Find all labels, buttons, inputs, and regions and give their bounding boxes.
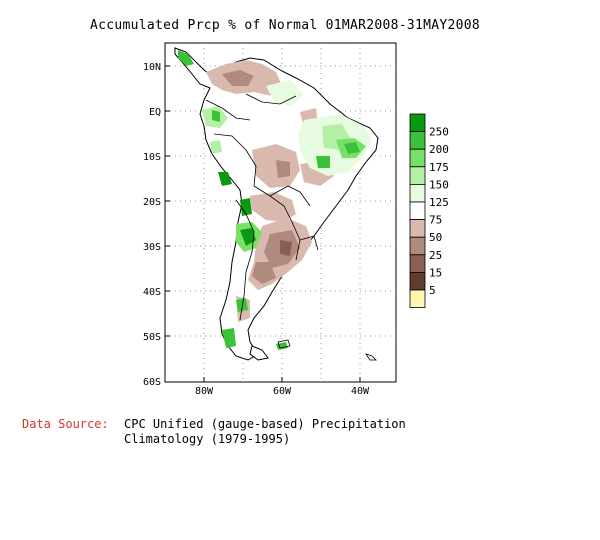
data-source-line-2: Climatology (1979-1995) xyxy=(124,432,291,446)
lat-label-10s: 10S xyxy=(143,152,161,163)
map-title: Accumulated Prcp % of Normal 01MAR2008-3… xyxy=(89,18,481,33)
lon-label-60w: 60W xyxy=(273,386,292,397)
country-borders xyxy=(205,93,319,321)
lat-label-eq: EQ xyxy=(149,107,161,118)
legend-swatch-6 xyxy=(409,219,426,238)
color-legend xyxy=(409,113,426,309)
legend-swatch-5 xyxy=(409,201,426,221)
data-source-line-1: CPC Unified (gauge-based) Precipitation xyxy=(124,417,406,431)
data-source-label: Data Source: xyxy=(22,417,109,431)
legend-label-200: 200 xyxy=(429,143,449,156)
data-source-text: CPC Unified (gauge-based) Precipitation … xyxy=(124,417,444,447)
precip-dry-shading xyxy=(206,60,334,322)
lat-label-10n: 10N xyxy=(143,62,161,73)
lat-label-30s: 30S xyxy=(143,242,161,253)
legend-swatch-1 xyxy=(409,131,426,150)
legend-swatch-9 xyxy=(409,271,426,291)
legend-label-5: 5 xyxy=(429,284,436,297)
lat-label-40s: 40S xyxy=(143,287,161,298)
legend-labels: 250 200 175 150 125 75 50 25 15 5 xyxy=(429,126,449,297)
legend-swatch-2 xyxy=(409,148,426,168)
legend-swatch-0 xyxy=(409,113,426,133)
legend-label-75: 75 xyxy=(429,214,442,227)
legend-label-15: 15 xyxy=(429,266,442,279)
lon-label-40w: 40W xyxy=(351,386,370,397)
lat-label-50s: 50S xyxy=(143,332,161,343)
legend-swatch-7 xyxy=(409,236,426,256)
legend-swatch-3 xyxy=(409,166,426,185)
lat-label-20s: 20S xyxy=(143,197,161,208)
lat-label-60s: 60S xyxy=(143,377,161,388)
legend-swatch-8 xyxy=(409,254,426,273)
legend-label-50: 50 xyxy=(429,231,442,244)
legend-swatch-10 xyxy=(409,289,426,309)
legend-label-250: 250 xyxy=(429,126,449,139)
legend-label-25: 25 xyxy=(429,249,442,262)
axis-ticks xyxy=(165,65,361,382)
islands xyxy=(277,339,377,361)
precip-wet-shading xyxy=(178,50,372,350)
legend-label-125: 125 xyxy=(429,196,449,209)
legend-label-150: 150 xyxy=(429,178,449,191)
legend-swatch-4 xyxy=(409,183,426,203)
legend-label-175: 175 xyxy=(429,161,449,174)
lon-label-80w: 80W xyxy=(195,386,214,397)
